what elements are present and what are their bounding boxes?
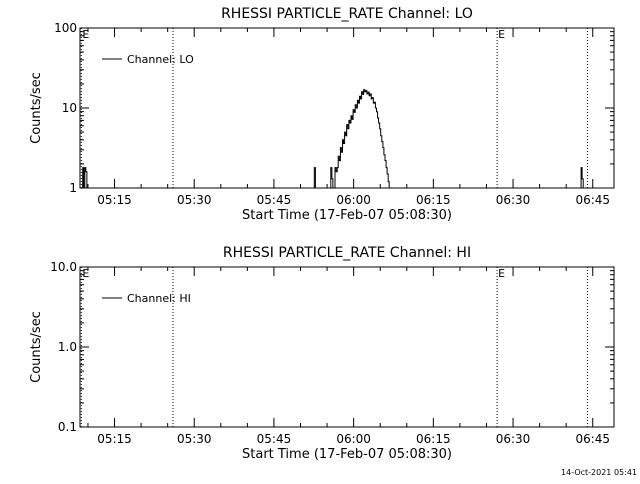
y-axis-label: Counts/sec [29,72,44,144]
event-marker-label: E [498,267,505,280]
x-axis-label: Start Time (17-Feb-07 05:08:30) [242,208,452,223]
series-line [81,167,88,189]
series-line [580,167,584,189]
y-tick-label: 1.0 [58,340,77,354]
series-line [329,89,390,189]
x-tick-label: 05:15 [97,432,132,446]
y-tick-label: 1 [69,181,77,195]
x-tick-label: 05:30 [177,193,212,207]
event-marker-label: E [82,267,89,280]
x-tick-label: 06:15 [416,432,451,446]
chart-panel: RHESSI PARTICLE_RATE Channel: LO 05:15 05:… [29,6,615,223]
chart-title: RHESSI PARTICLE_RATE Channel: HI [223,245,471,261]
chart-panel: RHESSI PARTICLE_RATE Channel: HI 05:15 05:… [29,245,615,462]
x-tick-label: 06:00 [336,193,371,207]
x-tick-label: 06:45 [575,193,610,207]
y-tick-label: 100 [54,21,77,35]
event-marker-label: E [82,28,89,41]
x-tick-label: 05:45 [257,432,292,446]
x-axis-label: Start Time (17-Feb-07 05:08:30) [242,447,452,462]
y-axis-label: Counts/sec [29,311,44,383]
y-tick-label: 10 [62,101,77,115]
footer-timestamp: 14-Oct-2021 05:41 [561,468,637,477]
x-tick-label: 05:15 [97,193,132,207]
y-tick-label: 10.0 [50,260,77,274]
x-tick-label: 06:00 [336,432,371,446]
x-tick-label: 06:30 [496,193,531,207]
x-tick-label: 06:45 [575,432,610,446]
x-tick-label: 06:15 [416,193,451,207]
y-tick-label: 0.1 [58,420,77,434]
plot-frame [79,27,615,189]
chart-title: RHESSI PARTICLE_RATE Channel: LO [221,6,473,22]
x-tick-label: 06:30 [496,432,531,446]
plot-frame [79,266,615,428]
x-tick-label: 05:45 [257,193,292,207]
legend-label: Channel: HI [127,292,191,305]
series-line [313,167,316,189]
x-tick-label: 05:30 [177,432,212,446]
event-marker-label: E [498,28,505,41]
legend-label: Channel: LO [127,53,194,66]
